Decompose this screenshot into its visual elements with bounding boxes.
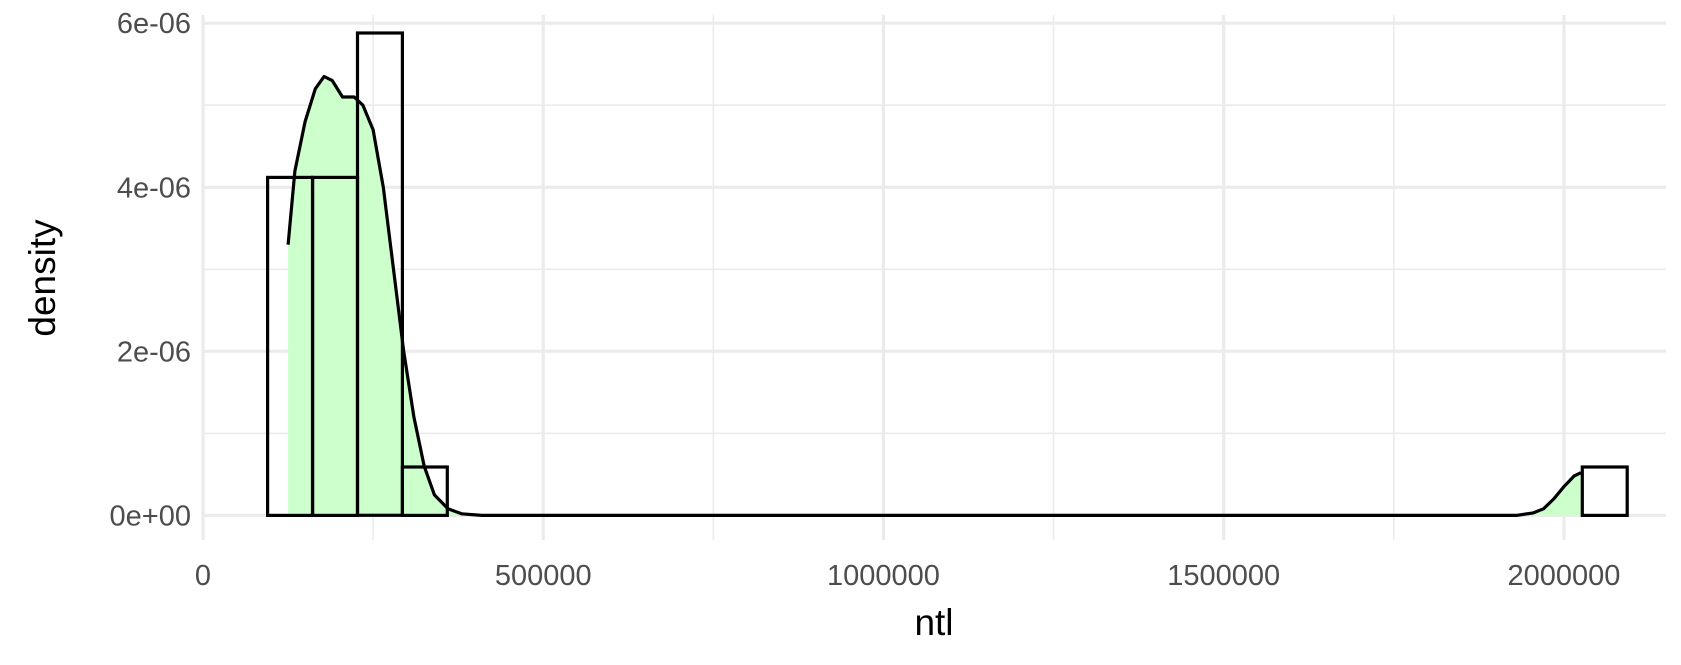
x-tick-label-2: 1000000 (827, 560, 940, 592)
y-tick-label-0: 0e+00 (110, 500, 191, 532)
x-axis-title: ntl (914, 602, 953, 643)
y-tick-label-1: 2e-06 (117, 336, 191, 368)
x-tick-label-1: 500000 (495, 560, 592, 592)
y-tick-label-3: 6e-06 (117, 8, 191, 40)
density-area (288, 76, 1581, 516)
density-line-layer (286, 74, 1582, 517)
x-axis-ticks: 0 500000 1000000 1500000 2000000 (195, 560, 1620, 592)
y-tick-label-2: 4e-06 (117, 172, 191, 204)
x-tick-label-3: 1500000 (1167, 560, 1280, 592)
minor-grid (203, 15, 1666, 540)
x-tick-label-0: 0 (195, 560, 211, 592)
density-area-layer (288, 76, 1581, 516)
y-axis-title: density (22, 219, 63, 337)
y-axis-ticks: 0e+00 2e-06 4e-06 6e-06 (110, 8, 191, 532)
x-tick-label-4: 2000000 (1507, 560, 1620, 592)
density-curve (286, 74, 1582, 517)
histogram-bars (266, 31, 1629, 518)
histogram-bar-6 (1580, 465, 1629, 518)
histogram-bar-2 (355, 31, 405, 517)
